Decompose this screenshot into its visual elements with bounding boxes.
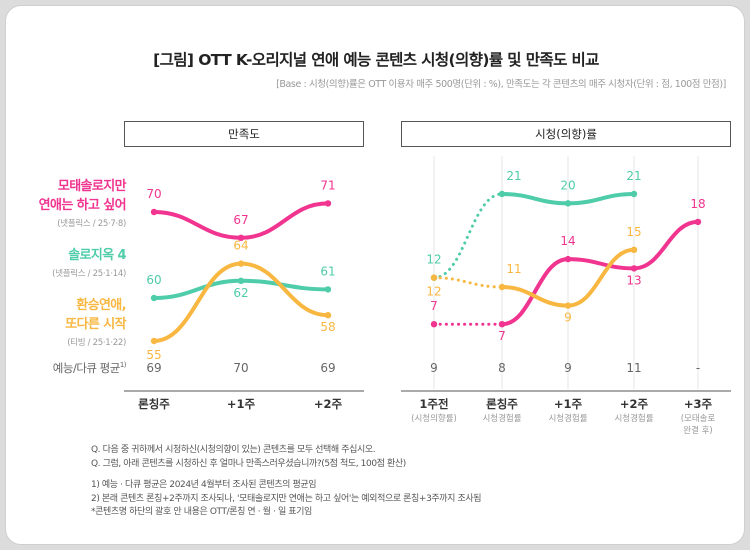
legend-item-motae: 모태솔로지만 연애는 하고 싶어 (넷플릭스 / 25·7·8) <box>6 177 127 229</box>
chart-title: [그림] OTT K-오리지널 연애 예능 콘텐츠 시청(의향)률 및 만족도 … <box>153 51 599 69</box>
data-label-viewing-solo-3: 21 <box>626 169 641 183</box>
point-viewing-exchange-3 <box>630 246 638 253</box>
point-viewing-motae-0 <box>430 321 438 328</box>
footnote-note-2: 2) 본래 콘텐츠 론칭+2주까지 조사되나, '모태솔로지만 연애는 하고 싶… <box>91 493 482 504</box>
data-label-satisfaction-solo-0: 60 <box>146 273 161 287</box>
average-value-satisfaction-2: 69 <box>320 361 335 375</box>
chart-svg: 70 67 71 60 62 61 55 64 58 69 70 69 론칭주 +1주 +2주 7 7 14 13 1… <box>124 156 731 436</box>
data-label-viewing-motae-1: 7 <box>498 329 506 343</box>
tick-sublabel-viewing-3: 시청경험률 <box>614 413 653 424</box>
line-viewing-intent-exchange <box>432 276 504 289</box>
legend-name-motae-2: 연애는 하고 싶어 <box>38 198 127 213</box>
point-viewing-exchange-0 <box>430 274 438 281</box>
point-satisfaction-motae-1 <box>237 234 245 241</box>
legend-sub-motae: (넷플릭스 / 25·7·8) <box>57 219 126 229</box>
tick-sublabel-viewing-0: (시청의향률) <box>411 413 457 424</box>
point-satisfaction-exchange-2 <box>324 312 332 319</box>
data-label-viewing-motae-0: 7 <box>430 299 438 313</box>
data-label-satisfaction-solo-1: 62 <box>233 286 248 300</box>
tick-label-satisfaction-1: +1주 <box>227 397 256 411</box>
tick-label-satisfaction-0: 론칭주 <box>138 397 170 411</box>
data-label-viewing-exchange-3: 15 <box>626 225 641 239</box>
point-viewing-exchange-2 <box>564 302 572 309</box>
data-label-satisfaction-solo-2: 61 <box>320 264 335 278</box>
tick-sublabel-viewing-4: (모태솔로 <box>681 414 716 424</box>
footnote-note-3: *콘텐츠명 하단의 괄호 안 내용은 OTT/론칭 연 · 월 · 일 표기임 <box>91 507 312 517</box>
tick-label-viewing-0: 1주전 <box>419 397 448 411</box>
tick-label-viewing-4: +3주 <box>684 397 713 411</box>
data-label-viewing-exchange-0: 12 <box>426 285 441 299</box>
footnotes: Q. 다음 중 귀하께서 시청하신(시청의향이 있는) 콘텐츠를 모두 선택해 … <box>91 444 482 520</box>
chart-card: [그림] OTT K-오리지널 연애 예능 콘텐츠 시청(의향)률 및 만족도 … <box>5 5 745 545</box>
data-label-viewing-motae-2: 14 <box>560 234 575 248</box>
data-label-viewing-solo-1: 21 <box>506 169 521 183</box>
point-satisfaction-motae-2 <box>324 200 332 207</box>
line-satisfaction-exchange <box>152 261 330 343</box>
tick-sublabel-viewing-1: 시청경험률 <box>482 413 521 424</box>
point-viewing-solo-2 <box>564 200 572 207</box>
point-viewing-motae-3 <box>630 265 638 272</box>
legend-item-solo: 솔로지옥 4 (넷플릭스 / 25·1·14) <box>6 246 126 279</box>
data-label-viewing-exchange-2: 9 <box>564 311 572 325</box>
legend-name-motae-1: 모태솔로지만 <box>57 179 127 194</box>
average-footnote-mark: 1) <box>119 361 127 370</box>
tick-label-viewing-1: 론칭주 <box>486 397 518 411</box>
tick-label-viewing-3: +2주 <box>620 397 649 411</box>
line-viewing-motae <box>500 219 700 327</box>
average-value-viewing-2: 9 <box>564 361 572 375</box>
average-value-viewing-3: 11 <box>626 361 641 375</box>
point-viewing-solo-1 <box>498 190 506 198</box>
legend-sub-solo: (넷플릭스 / 25·1·14) <box>52 269 126 279</box>
point-viewing-motae-2 <box>564 255 572 263</box>
data-label-satisfaction-exchange-2: 58 <box>320 320 335 334</box>
average-value-satisfaction-0: 69 <box>146 361 161 375</box>
point-satisfaction-exchange-1 <box>237 260 245 267</box>
data-label-satisfaction-exchange-1: 64 <box>233 239 248 253</box>
footnote-question-2: Q. 그럼, 아래 콘텐츠를 시청하신 후 얼마나 만족스러우셨습니까?(5점 … <box>91 458 406 469</box>
tick-label-viewing-2: +1주 <box>554 397 583 411</box>
point-viewing-motae-1 <box>498 321 506 328</box>
data-label-viewing-motae-4: 18 <box>690 197 705 211</box>
point-satisfaction-exchange-0 <box>150 337 158 345</box>
panel-header-satisfaction: 만족도 <box>124 121 364 147</box>
data-label-viewing-solo-2: 20 <box>560 178 575 192</box>
average-value-satisfaction-1: 70 <box>233 361 248 375</box>
legend-name-exchange-1: 환승연애, <box>76 298 126 313</box>
footnote-note-1: 1) 예능 · 다큐 평균은 2024년 4월부터 조사된 콘텐츠의 평균임 <box>91 480 317 490</box>
average-value-viewing-1: 8 <box>498 361 506 375</box>
tick-sublabel-viewing-2: 시청경험률 <box>548 413 587 424</box>
data-label-viewing-motae-3: 13 <box>626 273 641 287</box>
footnote-question-1: Q. 다음 중 귀하께서 시청하신(시청의향이 있는) 콘텐츠를 모두 선택해 … <box>91 445 376 455</box>
tick-label-satisfaction-2: +2주 <box>314 397 343 411</box>
data-label-satisfaction-exchange-0: 55 <box>146 348 161 362</box>
point-satisfaction-solo-0 <box>150 294 158 302</box>
tick-sublabel2-viewing-4: 완결 후) <box>683 425 712 436</box>
panel-header-viewing-rate: 시청(의향)률 <box>401 121 731 147</box>
data-label-satisfaction-motae-1: 67 <box>233 213 248 227</box>
point-satisfaction-solo-2 <box>324 286 332 293</box>
point-viewing-exchange-1 <box>498 283 506 291</box>
legend-item-exchange: 환승연애, 또다른 시작 (티빙 / 25·1·22) <box>6 296 126 348</box>
average-label-text: 예능/다큐 평균 <box>52 361 121 375</box>
line-viewing-intent-solo <box>432 192 504 280</box>
legend-sub-exchange: (티빙 / 25·1·22) <box>67 338 126 348</box>
point-viewing-motae-4 <box>694 218 702 226</box>
point-viewing-solo-3 <box>630 190 638 198</box>
point-satisfaction-motae-0 <box>150 208 158 216</box>
data-label-satisfaction-motae-2: 71 <box>320 178 335 192</box>
point-satisfaction-solo-1 <box>237 277 245 284</box>
data-label-viewing-exchange-1: 11 <box>506 262 521 276</box>
data-label-satisfaction-motae-0: 70 <box>146 187 161 201</box>
average-value-viewing-4: - <box>696 361 700 375</box>
average-value-viewing-0: 9 <box>430 361 438 375</box>
average-label: 예능/다큐 평균1) <box>6 360 127 376</box>
base-note: [Base : 시청(의향)률은 OTT 이용자 매주 500명(단위 : %)… <box>276 79 726 90</box>
legend-name-exchange-2: 또다른 시작 <box>65 317 126 332</box>
legend-name-solo: 솔로지옥 4 <box>68 248 126 263</box>
data-label-viewing-solo-0: 12 <box>426 253 441 267</box>
